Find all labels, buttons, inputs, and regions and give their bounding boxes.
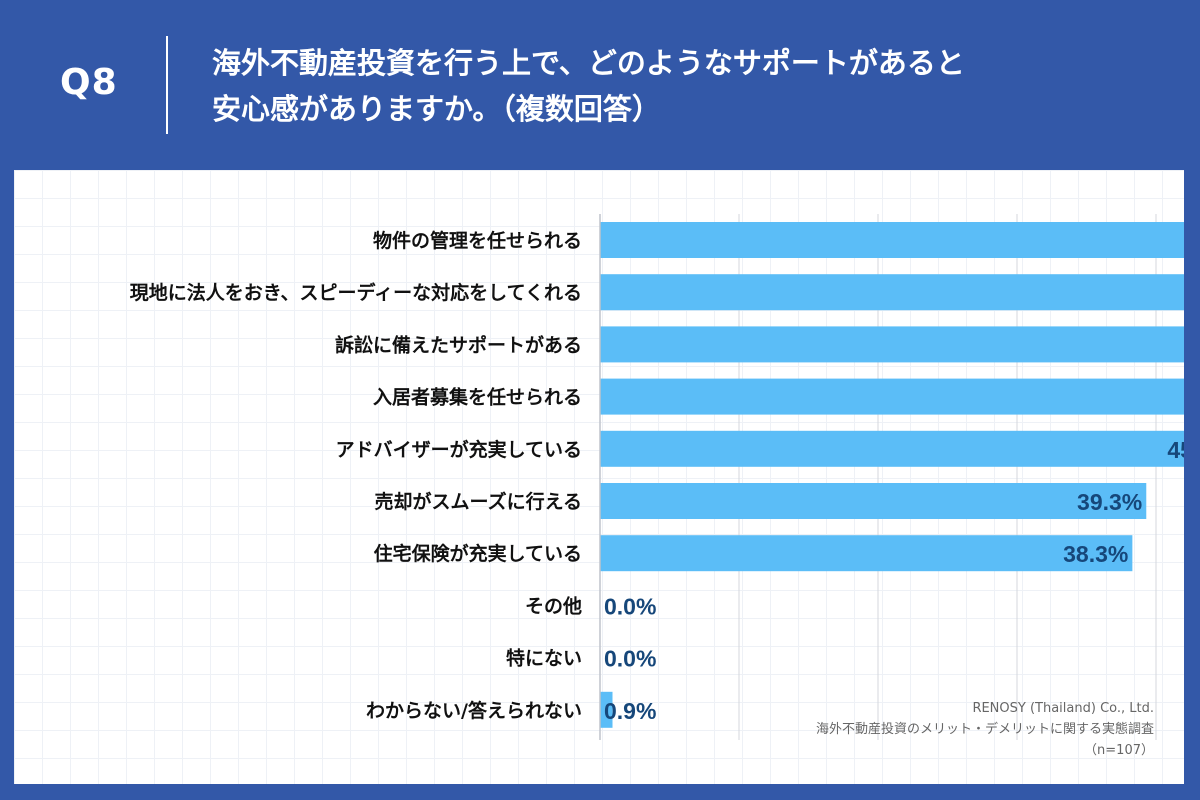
question-number: Q8 <box>60 62 118 103</box>
bar <box>600 274 1184 311</box>
question-title-line1: 海外不動産投資を行う上で、どのようなサポートがあると <box>212 46 965 80</box>
source-note: RENOSY (Thailand) Co., Ltd. 海外不動産投資のメリット… <box>816 698 1154 761</box>
bar <box>600 378 1184 415</box>
value-label: 0.0% <box>604 646 656 672</box>
category-label: 物件の管理を任せられる <box>373 229 582 252</box>
source-sample-size: （n=107） <box>1084 743 1154 758</box>
chart-panel: 物件の管理を任せられる73.8%現地に法人をおき、スピーディーな対応をしてくれる… <box>14 170 1184 784</box>
category-label: わからない/答えられない <box>366 699 582 722</box>
bar-chart: 物件の管理を任せられる73.8%現地に法人をおき、スピーディーな対応をしてくれる… <box>130 214 1184 740</box>
category-label: 入居者募集を任せられる <box>373 386 582 409</box>
bar <box>600 222 1184 258</box>
category-label: 売却がスムーズに行える <box>375 490 582 513</box>
category-label: 訴訟に備えたサポートがある <box>335 333 582 356</box>
bar <box>600 430 1184 467</box>
question-title-line2: 安心感がありますか。（複数回答） <box>212 92 661 126</box>
value-label: 45.8% <box>1167 437 1184 463</box>
value-label: 39.3% <box>1077 489 1142 515</box>
value-label: 0.0% <box>604 593 656 619</box>
category-label: 現地に法人をおき、スピーディーな対応をしてくれる <box>130 281 582 304</box>
category-label: 特にない <box>506 648 582 670</box>
category-label: アドバイザーが充実している <box>336 438 582 461</box>
header-divider <box>166 36 168 134</box>
bar <box>600 483 1147 519</box>
source-survey: 海外不動産投資のメリット・デメリットに関する実態調査 <box>815 722 1154 737</box>
question-title: 海外不動産投資を行う上で、どのようなサポートがあると 安心感がありますか。（複数… <box>212 40 1172 132</box>
source-company: RENOSY (Thailand) Co., Ltd. <box>972 701 1154 716</box>
category-label: その他 <box>525 594 582 617</box>
bar <box>600 535 1133 572</box>
category-label: 住宅保険が充実している <box>374 542 582 565</box>
bar <box>600 326 1184 363</box>
value-label: 38.3% <box>1063 541 1128 567</box>
header: Q8 海外不動産投資を行う上で、どのようなサポートがあると 安心感がありますか。… <box>0 0 1200 170</box>
bar <box>600 691 613 728</box>
value-label: 0.9% <box>604 698 656 724</box>
